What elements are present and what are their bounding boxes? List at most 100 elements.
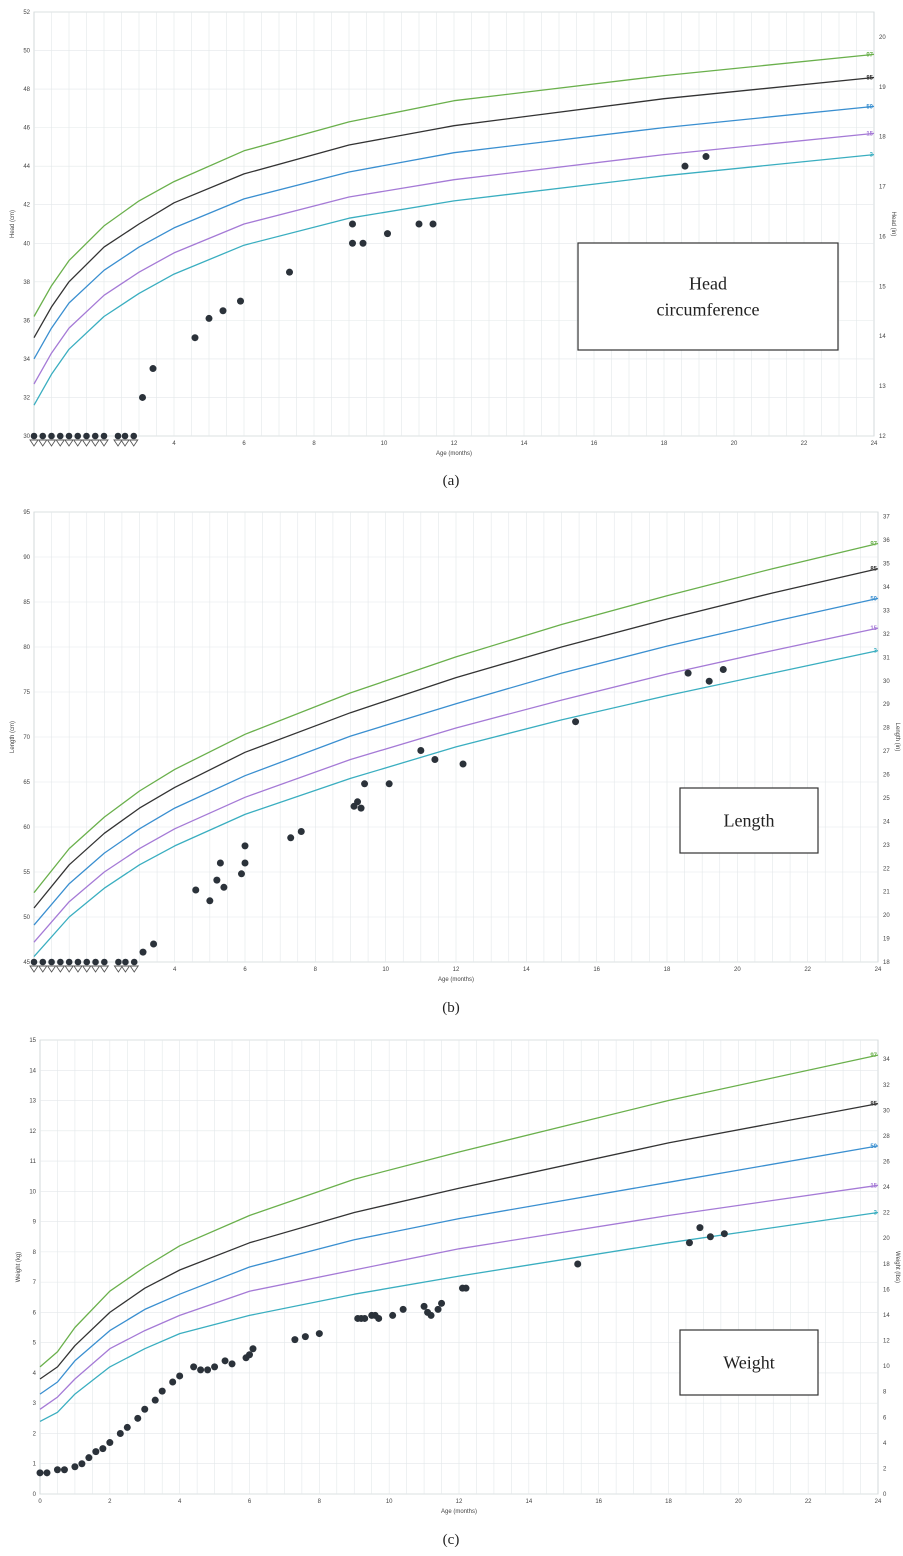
percentile-label-15: 15	[870, 1183, 877, 1189]
y-tick-label: 36	[23, 318, 30, 324]
y2-tick-label: 32	[883, 1083, 890, 1089]
data-point	[204, 1366, 212, 1374]
below-range-marker	[64, 965, 75, 973]
y-tick-label: 42	[23, 203, 30, 209]
chart-panel-b: 45 50 55 60 65 70 75 80 85 90 95 18 19 20 21 22 23 24 25 26…	[10, 510, 900, 1016]
data-point	[78, 1460, 86, 1468]
x-tick-label: 4	[172, 441, 176, 447]
below-range-marker	[29, 965, 39, 973]
data-point	[349, 239, 356, 247]
data-point	[237, 870, 245, 878]
panel-caption: (b)	[442, 1000, 460, 1016]
floor-data-point	[130, 958, 138, 966]
floor-data-point	[121, 432, 129, 440]
below-range-marker	[113, 439, 123, 447]
floor-data-point	[114, 432, 122, 440]
data-point	[354, 798, 362, 806]
below-range-marker	[72, 439, 83, 447]
y-tick-label: 50	[23, 49, 30, 55]
y2-tick-label: 24	[883, 1185, 890, 1191]
y2-tick-label: 15	[879, 284, 886, 290]
x-tick-label: 10	[386, 1499, 393, 1505]
floor-data-point	[48, 958, 55, 966]
y2-tick-label: 17	[879, 185, 886, 191]
data-point	[361, 1314, 369, 1322]
y2-tick-label: 22	[883, 866, 890, 872]
y-tick-label: 45	[23, 960, 30, 966]
y-tick-label: 50	[23, 915, 30, 921]
y2-tick-label: 37	[883, 515, 890, 521]
percentile-label-50: 50	[866, 104, 873, 110]
below-range-marker	[128, 439, 139, 447]
y2-tick-label: 29	[883, 702, 890, 708]
data-point	[139, 393, 146, 401]
percentile-label-50: 50	[870, 1144, 877, 1150]
data-point	[720, 1230, 728, 1238]
floor-data-point	[74, 432, 82, 440]
x-tick-label: 20	[735, 1499, 742, 1505]
y2-tick-label: 16	[883, 1287, 890, 1293]
chart-panel-a: 3032343638404244464850521213141516171819…	[10, 10, 896, 489]
y-tick-label: 7	[33, 1280, 37, 1286]
y-tick-label: 65	[23, 780, 30, 786]
x-tick-label: 0	[38, 1499, 42, 1505]
y2-tick-label: 20	[883, 913, 890, 919]
y2-tick-label: 10	[883, 1364, 890, 1370]
y2-tick-label: 2	[883, 1466, 887, 1472]
percentile-label-15: 15	[870, 626, 877, 632]
data-point	[417, 747, 425, 754]
y2-tick-label: 35	[883, 562, 890, 568]
y2-tick-label: 0	[883, 1492, 887, 1498]
x-tick-label: 4	[173, 967, 177, 973]
y-axis-label: Length (cm)	[10, 721, 16, 753]
data-point	[291, 1336, 299, 1344]
data-point	[151, 1396, 159, 1404]
data-point	[286, 268, 293, 276]
below-range-marker	[73, 965, 83, 973]
y-tick-label: 9	[33, 1220, 37, 1226]
y2-tick-label: 13	[879, 384, 886, 390]
percentile-curve-85	[33, 76, 875, 339]
data-point	[53, 1466, 61, 1474]
y2-tick-label: 31	[883, 655, 890, 661]
below-range-marker	[55, 439, 66, 447]
panel-caption: (c)	[443, 1532, 460, 1548]
below-range-marker	[90, 439, 101, 447]
y-tick-label: 13	[29, 1099, 36, 1105]
below-range-marker	[81, 965, 92, 973]
x-tick-label: 24	[875, 967, 882, 973]
y2-tick-label: 19	[879, 85, 886, 91]
x-axis-label: Age (months)	[438, 977, 474, 983]
data-point	[241, 842, 249, 850]
data-point	[459, 760, 467, 768]
data-point	[237, 297, 244, 305]
chart-label-text: Head	[689, 274, 727, 294]
x-tick-label: 6	[242, 441, 246, 447]
floor-data-point	[92, 958, 99, 966]
data-point	[297, 828, 305, 835]
data-point	[420, 1302, 428, 1310]
percentile-curve-15	[33, 132, 875, 385]
data-point	[681, 162, 689, 170]
percentile-curve-50	[33, 597, 879, 926]
data-point	[462, 1284, 470, 1292]
x-tick-label: 18	[661, 441, 668, 447]
y-tick-label: 52	[23, 10, 30, 16]
percentile-curve-85	[39, 1102, 879, 1380]
x-tick-label: 12	[453, 967, 460, 973]
y-tick-label: 8	[33, 1250, 37, 1256]
y2-tick-label: 30	[883, 679, 890, 685]
y-tick-label: 95	[23, 510, 30, 516]
floor-data-point	[65, 432, 73, 440]
data-point	[192, 886, 200, 894]
data-point	[219, 307, 227, 315]
y-tick-label: 90	[23, 555, 30, 561]
y2-tick-label: 32	[883, 632, 890, 638]
data-point	[158, 1387, 166, 1395]
percentile-label-15: 15	[866, 131, 873, 137]
data-point	[216, 859, 224, 867]
percentile-curve-85	[33, 568, 879, 909]
data-point	[85, 1454, 93, 1462]
chart-label-box	[679, 1329, 819, 1396]
